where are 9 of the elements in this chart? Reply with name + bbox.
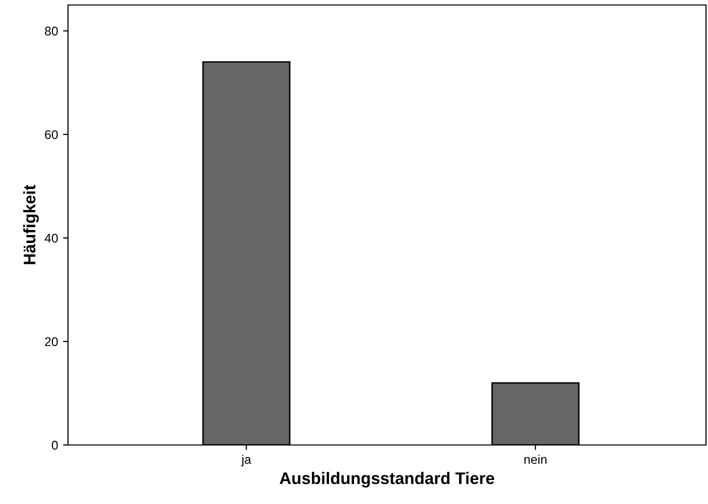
y-tick-label: 0 [52, 440, 58, 450]
x-tick-label: nein [524, 454, 546, 464]
y-tick-label: 60 [45, 130, 58, 140]
y-tick-label: 80 [44, 26, 58, 36]
y-tick-label: 40 [44, 234, 58, 243]
x-axis-title: Ausbildungsstandard Tiere [280, 472, 494, 488]
y-tick-label: 20 [45, 337, 58, 346]
x-tick-label: ja [241, 454, 252, 466]
y-axis-title: Häufigkeit [23, 184, 39, 264]
